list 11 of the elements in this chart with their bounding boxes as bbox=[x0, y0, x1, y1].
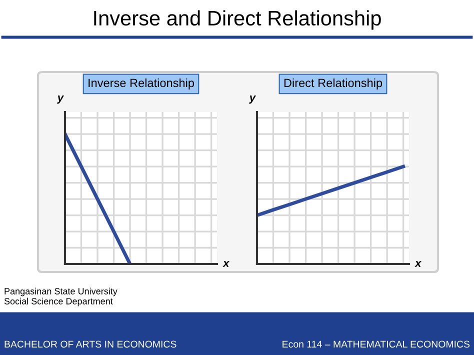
y-axis-title: y bbox=[248, 95, 256, 104]
text: Pangasinan State University bbox=[4, 288, 118, 296]
text: BACHELOR OF ARTS IN ECONOMICS bbox=[4, 340, 176, 348]
y-axis-title: y bbox=[56, 95, 64, 104]
x-axis-title: x bbox=[414, 261, 422, 267]
text: Inverse and Direct Relationship bbox=[94, 10, 381, 30]
text: Social Science Department bbox=[4, 298, 113, 306]
x-axis-title: x bbox=[222, 261, 230, 267]
chart-title: Direct Relationship bbox=[284, 78, 382, 90]
text: Econ 114 – MATHEMATICAL ECONOMICS bbox=[282, 340, 470, 348]
chart-title: Inverse Relationship bbox=[88, 78, 194, 90]
